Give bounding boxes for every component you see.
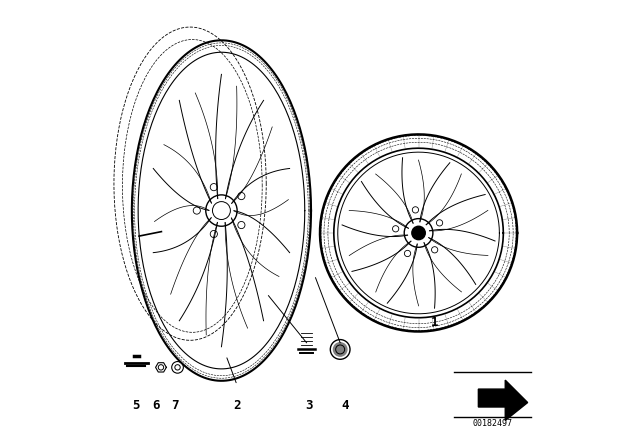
Polygon shape	[478, 380, 527, 420]
Circle shape	[412, 226, 426, 240]
Text: 7: 7	[171, 399, 178, 412]
Text: 5: 5	[132, 399, 140, 412]
Circle shape	[333, 343, 347, 356]
Text: 3: 3	[305, 399, 312, 412]
Text: 2: 2	[234, 399, 241, 412]
Text: 1: 1	[431, 316, 438, 329]
Text: 00182497: 00182497	[472, 419, 513, 428]
Text: 4: 4	[341, 399, 348, 412]
Text: 6: 6	[153, 399, 160, 412]
